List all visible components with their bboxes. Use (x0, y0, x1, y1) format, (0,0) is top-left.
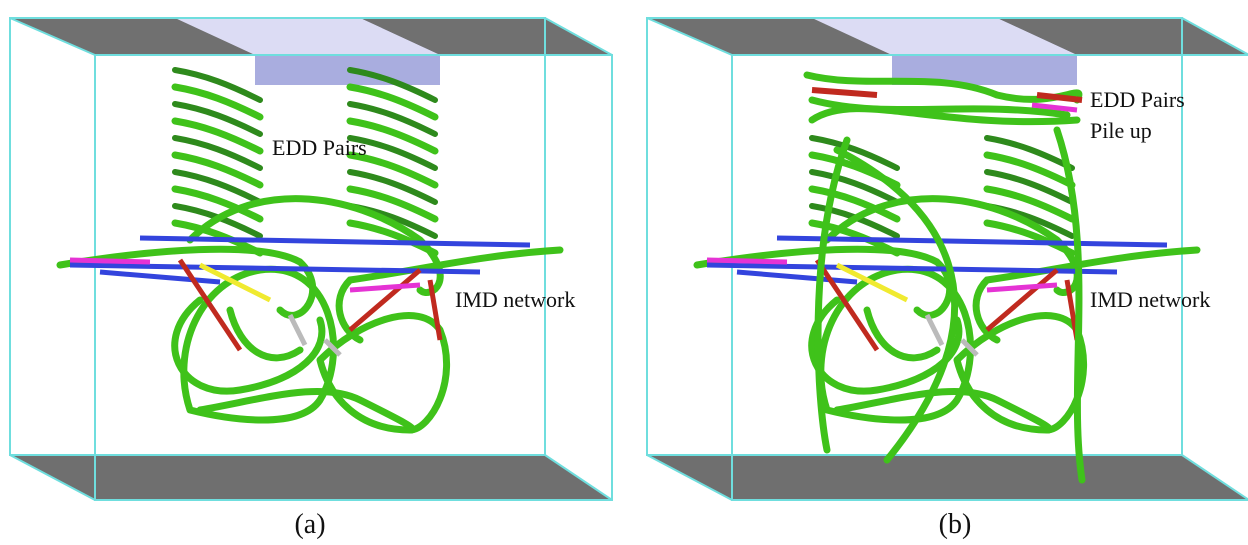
figure: EDD Pairs IMD network (a) EDD Pairs Pile… (0, 0, 1248, 545)
label: EDD Pairs (272, 135, 367, 160)
label: IMD network (1090, 287, 1210, 312)
label: Pile up (1090, 118, 1152, 143)
label: EDD Pairs (1090, 87, 1185, 112)
caption: (b) (939, 509, 972, 540)
imd-network-b (697, 199, 1197, 430)
caption: (a) (294, 509, 325, 540)
label: IMD network (455, 287, 575, 312)
imd-network-a (60, 199, 560, 430)
edd-pairs (175, 70, 1072, 253)
